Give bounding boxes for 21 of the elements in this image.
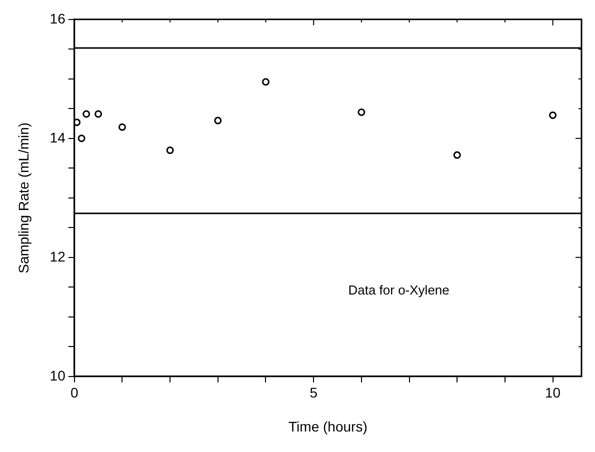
point	[358, 108, 366, 116]
point	[82, 110, 90, 118]
y-tick-label: 14	[50, 129, 66, 146]
x-tick-label: 5	[310, 384, 318, 401]
point	[214, 116, 222, 124]
point	[262, 78, 270, 86]
point	[74, 118, 81, 126]
point	[549, 111, 557, 119]
y-tick-label: 16	[50, 10, 66, 26]
point	[118, 123, 126, 131]
y-tick-label: 12	[50, 248, 66, 264]
y-tick-label: 10	[50, 367, 66, 384]
x-tick-label: 0	[70, 384, 78, 401]
x-tick-label: 10	[545, 384, 561, 401]
point	[166, 146, 174, 154]
point	[78, 134, 86, 142]
point	[453, 151, 461, 159]
point	[94, 110, 102, 118]
annotation: Data for o-Xylene	[348, 282, 450, 298]
x-axis-title: Time (hours)	[288, 418, 368, 434]
y-axis-title: Sampling Rate (mL/min)	[15, 122, 32, 274]
